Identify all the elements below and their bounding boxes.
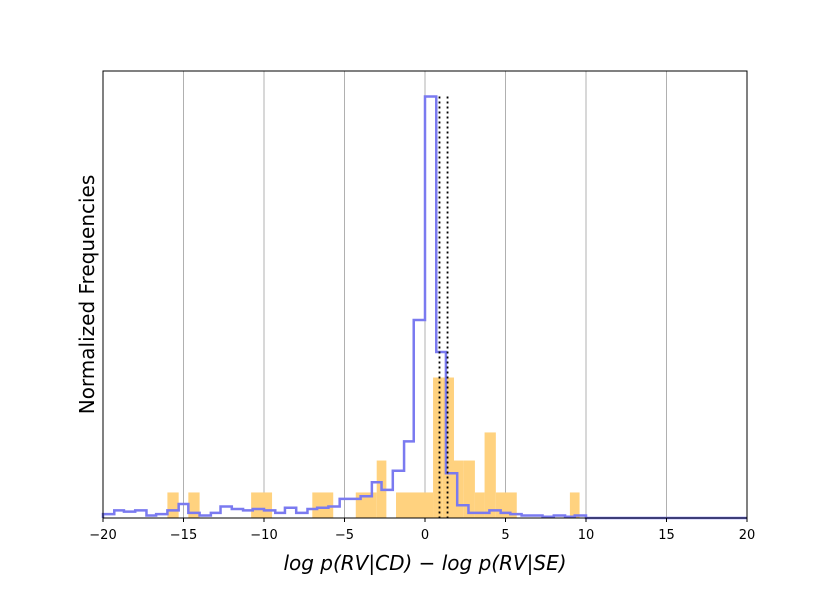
x-axis-ticks: −20 −15 −10 −5 0 5 10 15 20 xyxy=(89,518,755,543)
filled-series xyxy=(167,377,580,518)
histogram-bar xyxy=(474,492,485,518)
histogram-bar xyxy=(463,460,475,518)
x-tick-label: −5 xyxy=(335,528,354,543)
histogram-bar xyxy=(453,460,464,518)
x-tick-label: 10 xyxy=(578,528,595,543)
histogram-bar xyxy=(433,377,443,518)
histogram-bar xyxy=(484,432,496,518)
histogram-bar xyxy=(396,492,434,518)
x-tick-label: 0 xyxy=(421,528,429,543)
x-axis-label: log p(RV|CD) − log p(RV|SE) xyxy=(283,551,566,575)
step-line xyxy=(101,95,747,520)
x-tick-label: 5 xyxy=(501,528,509,543)
x-tick-label: 20 xyxy=(739,528,756,543)
histogram-bar xyxy=(312,492,334,518)
step-series xyxy=(101,95,747,520)
histogram-bar xyxy=(251,492,273,518)
histogram-bar xyxy=(167,492,179,518)
reference-lines xyxy=(438,96,449,518)
x-tick-label: −10 xyxy=(250,528,277,543)
y-axis-label: Normalized Frequencies xyxy=(75,175,99,415)
histogram-bar xyxy=(569,492,580,518)
histogram-bar xyxy=(188,492,200,518)
x-tick-label: −20 xyxy=(89,528,116,543)
x-tick-label: 15 xyxy=(658,528,675,543)
x-tick-label: −15 xyxy=(170,528,197,543)
